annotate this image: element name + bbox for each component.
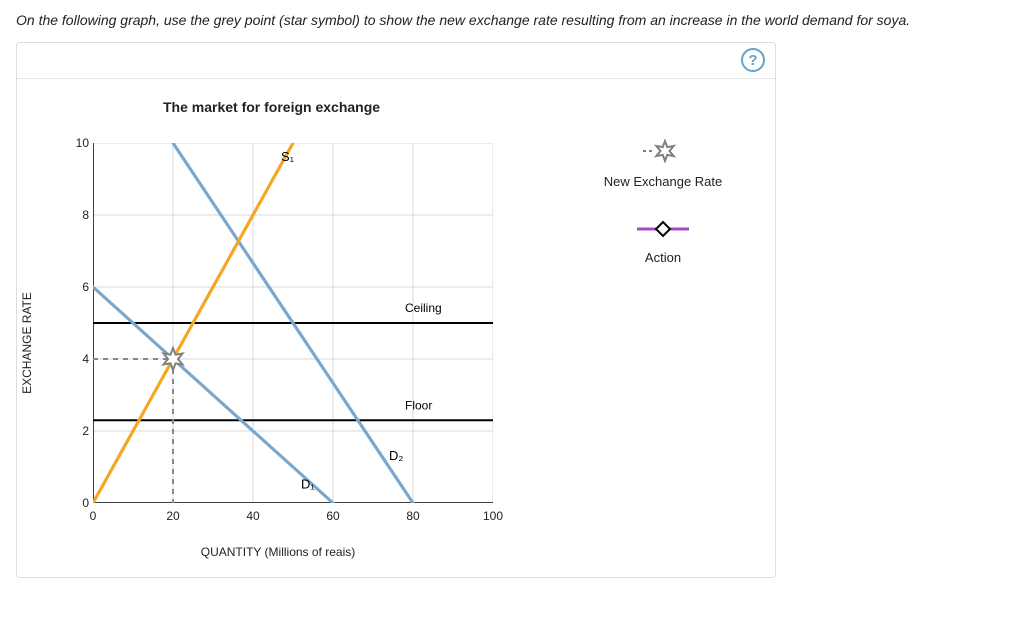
legend-action-label: Action bbox=[567, 250, 759, 265]
chart-area[interactable]: EXCHANGE RATE QUANTITY (Millions of reai… bbox=[33, 133, 523, 553]
xtick: 0 bbox=[90, 509, 97, 523]
legend-star-label: New Exchange Rate bbox=[567, 174, 759, 189]
chart-title: The market for foreign exchange bbox=[163, 99, 543, 115]
D1-label: D₁ bbox=[301, 477, 315, 492]
ytick: 0 bbox=[71, 496, 89, 510]
instruction-text: On the following graph, use the grey poi… bbox=[16, 12, 1008, 28]
plot-svg[interactable]: Ceiling Floor D₁ D₂ S₁ bbox=[93, 143, 493, 503]
x-axis-label: QUANTITY (Millions of reais) bbox=[201, 545, 355, 559]
S1-label: S₁ bbox=[281, 149, 295, 164]
action-icon bbox=[633, 219, 693, 239]
ytick: 10 bbox=[71, 136, 89, 150]
ceiling-label: Ceiling bbox=[405, 301, 442, 315]
panel-body: The market for foreign exchange EXCHANGE… bbox=[17, 79, 775, 577]
D2-label: D₂ bbox=[389, 448, 403, 463]
ytick: 4 bbox=[71, 352, 89, 366]
xtick: 20 bbox=[166, 509, 179, 523]
legend-action-item[interactable]: Action bbox=[567, 219, 759, 265]
xtick: 40 bbox=[246, 509, 259, 523]
chart-column: The market for foreign exchange EXCHANGE… bbox=[33, 99, 543, 553]
panel-toolbar: ? bbox=[17, 43, 775, 79]
star-icon bbox=[643, 139, 683, 163]
xtick: 80 bbox=[406, 509, 419, 523]
xtick: 60 bbox=[326, 509, 339, 523]
ytick: 6 bbox=[71, 280, 89, 294]
xtick: 100 bbox=[483, 509, 503, 523]
legend-star-item[interactable]: New Exchange Rate bbox=[567, 139, 759, 189]
floor-label: Floor bbox=[405, 398, 432, 412]
help-button[interactable]: ? bbox=[741, 48, 765, 72]
ytick: 2 bbox=[71, 424, 89, 438]
ytick: 8 bbox=[71, 208, 89, 222]
graph-panel: ? The market for foreign exchange EXCHAN… bbox=[16, 42, 776, 578]
legend-column: New Exchange Rate Action bbox=[543, 99, 759, 553]
y-axis-label: EXCHANGE RATE bbox=[20, 292, 34, 394]
